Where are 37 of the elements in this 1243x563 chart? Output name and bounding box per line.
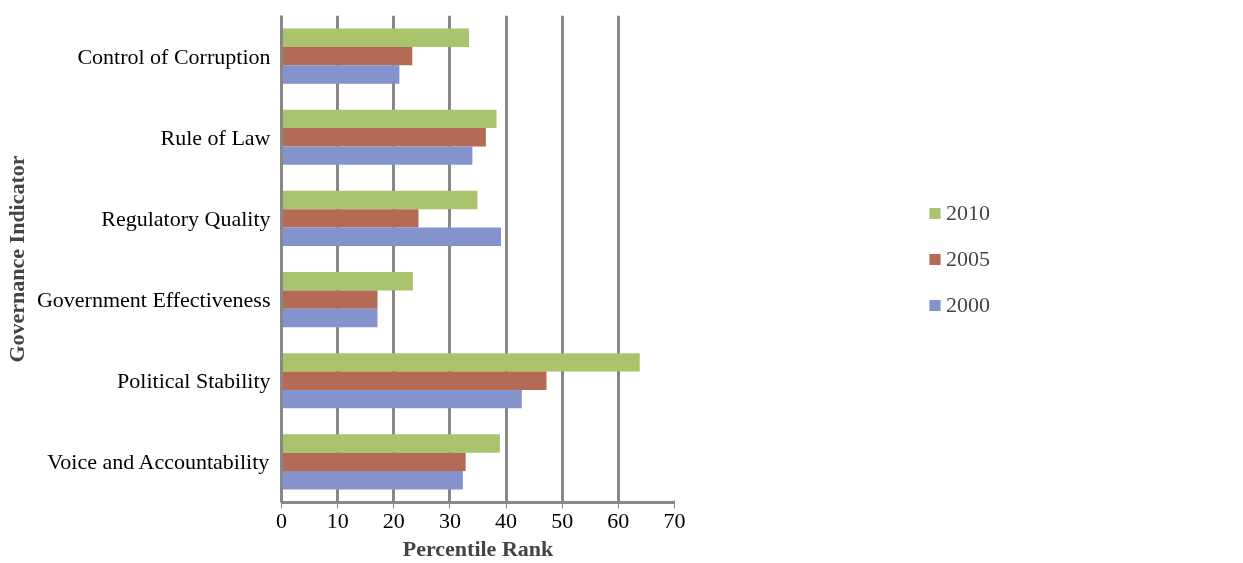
bar bbox=[281, 128, 486, 147]
x-tick-label: 30 bbox=[438, 507, 461, 533]
legend-label: 2010 bbox=[946, 199, 990, 226]
bar bbox=[281, 209, 419, 228]
x-tick-label: 0 bbox=[276, 507, 287, 533]
x-axis-title: Percentile Rank bbox=[402, 535, 555, 561]
bar bbox=[281, 28, 470, 47]
x-tick-label: 40 bbox=[495, 507, 518, 533]
bar bbox=[281, 371, 547, 390]
bar bbox=[281, 308, 378, 328]
x-tick-label: 20 bbox=[382, 507, 405, 533]
y-tick-label: Rule of Law bbox=[160, 124, 271, 150]
bar bbox=[281, 109, 497, 129]
bar bbox=[281, 452, 466, 472]
bar bbox=[281, 389, 522, 409]
x-tick-label: 10 bbox=[326, 507, 349, 533]
bar bbox=[281, 290, 378, 309]
bar bbox=[281, 434, 500, 453]
bar bbox=[281, 146, 473, 165]
y-axis-title: Governance Indicator bbox=[3, 155, 29, 363]
y-tick-label: Voice and Accountability bbox=[47, 449, 270, 475]
bar bbox=[281, 65, 400, 84]
y-tick-label: Control of Corruption bbox=[77, 43, 271, 69]
y-tick-label: Government Effectiveness bbox=[36, 287, 271, 313]
bar bbox=[281, 471, 463, 490]
legend-label: 2000 bbox=[946, 291, 990, 318]
y-tick-label: Political Stability bbox=[117, 368, 271, 394]
bar bbox=[281, 190, 478, 210]
bar bbox=[281, 353, 640, 372]
x-tick-label: 70 bbox=[663, 507, 686, 533]
legend-label: 2005 bbox=[946, 245, 990, 272]
x-tick-label: 50 bbox=[551, 507, 574, 533]
y-tick-label: Regulatory Quality bbox=[101, 205, 271, 231]
bar bbox=[281, 46, 413, 66]
bar bbox=[281, 227, 502, 247]
x-tick-label: 60 bbox=[607, 507, 630, 533]
bar bbox=[281, 271, 413, 291]
